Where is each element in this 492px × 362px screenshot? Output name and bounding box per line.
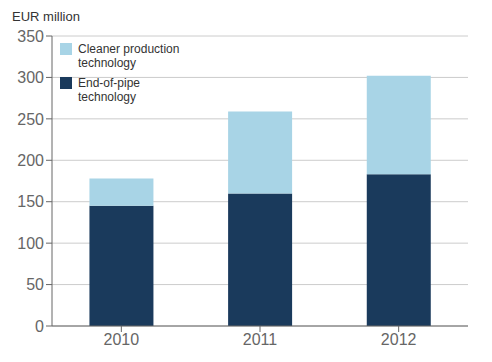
- svg-text:2012: 2012: [381, 331, 417, 348]
- svg-text:200: 200: [17, 152, 44, 169]
- svg-text:2010: 2010: [104, 331, 140, 348]
- svg-text:100: 100: [17, 235, 44, 252]
- html-text:End-of-pipe: End-of-pipe: [78, 76, 140, 90]
- svg-text:300: 300: [17, 69, 44, 86]
- svg-text:50: 50: [26, 276, 44, 293]
- svg-text:250: 250: [17, 111, 44, 128]
- svg-text:0: 0: [35, 318, 44, 335]
- svg-text:350: 350: [17, 28, 44, 45]
- html-text:technology: technology: [78, 90, 136, 104]
- svg-text:2011: 2011: [243, 331, 278, 348]
- html-text:Cleaner production: Cleaner production: [78, 42, 180, 56]
- html-text:technology: technology: [78, 56, 136, 70]
- svg-text:150: 150: [17, 193, 44, 210]
- html-text:EUR million: EUR million: [12, 9, 80, 24]
